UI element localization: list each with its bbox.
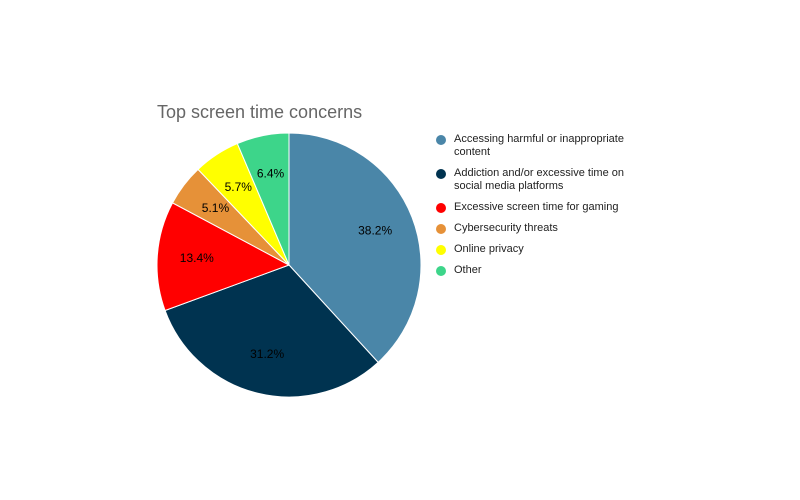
legend-label: Cybersecurity threats xyxy=(454,222,558,234)
pie-slice xyxy=(156,202,291,312)
pie-slice xyxy=(164,264,379,398)
slice-label: 13.4% xyxy=(180,251,214,265)
legend-item: Other xyxy=(436,264,651,277)
legend-item: Cybersecurity threats xyxy=(436,222,651,235)
legend-label: Online privacy xyxy=(454,243,524,255)
legend-label: Excessive screen time for gaming xyxy=(454,201,619,213)
legend: Accessing harmful or inappropriate conte… xyxy=(436,133,651,285)
legend-swatch xyxy=(436,169,446,179)
chart-title: Top screen time concerns xyxy=(157,102,362,122)
legend-swatch xyxy=(436,266,446,276)
slice-label: 5.1% xyxy=(202,201,230,215)
legend-item: Accessing harmful or inappropriate conte… xyxy=(436,133,651,159)
legend-item: Excessive screen time for gaming xyxy=(436,201,651,214)
slice-label: 6.4% xyxy=(257,167,285,181)
legend-swatch xyxy=(436,203,446,213)
legend-swatch xyxy=(436,245,446,255)
pie-slice xyxy=(236,132,290,266)
legend-item: Online privacy xyxy=(436,243,651,256)
legend-label: Accessing harmful or inappropriate conte… xyxy=(454,133,624,158)
legend-swatch xyxy=(436,135,446,145)
legend-swatch xyxy=(436,224,446,234)
pie-slice xyxy=(288,132,422,364)
legend-label: Addiction and/or excessive time on socia… xyxy=(454,167,624,192)
slice-label: 38.2% xyxy=(358,224,392,238)
slice-label: 5.7% xyxy=(225,180,253,194)
legend-item: Addiction and/or excessive time on socia… xyxy=(436,167,651,193)
legend-label: Other xyxy=(454,264,482,276)
slice-label: 31.2% xyxy=(250,347,284,361)
